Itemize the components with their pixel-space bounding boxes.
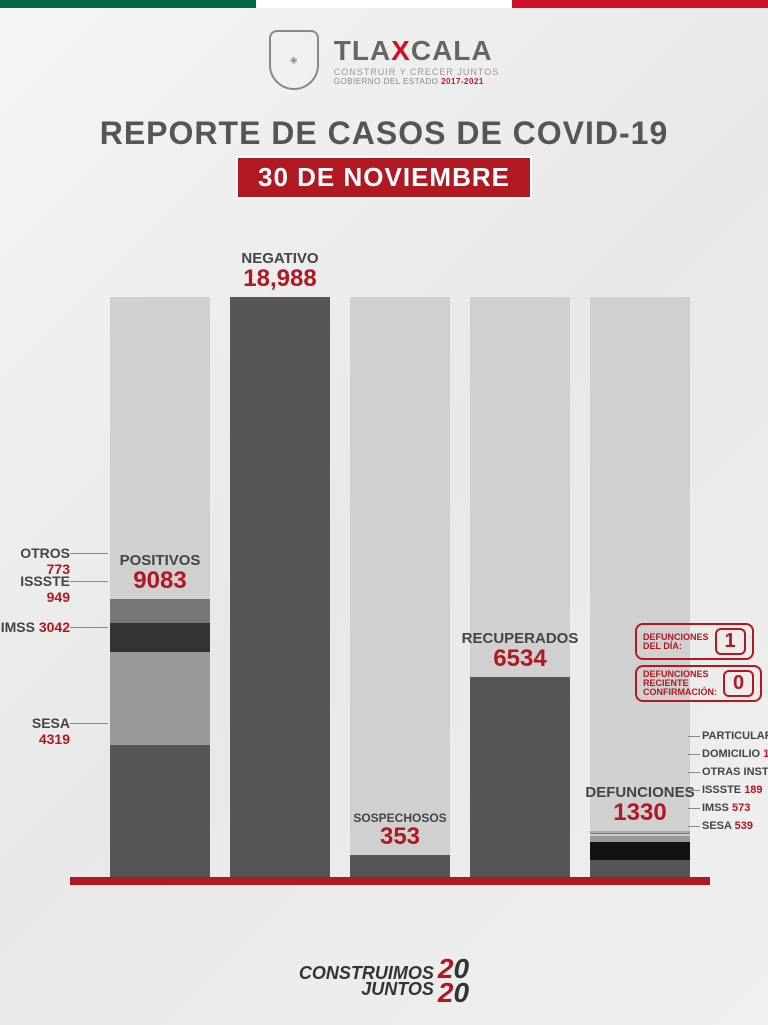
defunciones-breakdown-label: IMSS 573 xyxy=(702,802,750,814)
header: ◈ TLAXCALA CONSTRUIR Y CRECER JUNTOS GOB… xyxy=(0,0,768,209)
bar-fill xyxy=(590,831,690,877)
leader-line xyxy=(688,790,700,791)
defunciones-breakdown-label: OTRAS INSTITUCIONES 11 xyxy=(702,766,768,778)
report-date: 30 DE NOVIEMBRE xyxy=(236,156,532,199)
stat-box-value: 1 xyxy=(715,628,746,655)
defunciones-breakdown-label: ISSSTE 189 xyxy=(702,784,763,796)
positivos-breakdown-label: ISSSTE 949 xyxy=(0,573,70,605)
bar-fill xyxy=(230,297,330,877)
bar-segment xyxy=(590,842,690,860)
footer-line2: JUNTOS xyxy=(299,981,434,997)
defunciones-breakdown-label: SESA 539 xyxy=(702,820,753,832)
defunciones-breakdown-label: PARTICULAR 17 xyxy=(702,730,768,742)
leader-line xyxy=(70,581,108,582)
leader-line xyxy=(688,754,700,755)
brand-name: TLAXCALA xyxy=(334,35,500,67)
leader-line xyxy=(70,553,108,554)
leader-line xyxy=(688,772,700,773)
leader-line xyxy=(688,808,700,809)
bar-segment xyxy=(110,623,210,652)
bar-value: 6534 xyxy=(460,645,580,673)
state-shield-icon: ◈ xyxy=(269,30,319,90)
bar-fill xyxy=(470,677,570,877)
leader-line xyxy=(688,736,700,737)
bar-segment xyxy=(110,652,210,745)
stat-box-value: 0 xyxy=(723,670,754,697)
leader-line xyxy=(70,723,108,724)
chart-area: POSITIVOS9083NEGATIVO18,988SOSPECHOSOS35… xyxy=(80,245,700,885)
positivos-breakdown-label: IMSS 3042 xyxy=(0,619,70,635)
bar-value: 1330 xyxy=(580,799,700,827)
stat-box-label: DEFUNCIONES RECIENTE CONFIRMACIÓN: xyxy=(643,670,717,697)
bar-value: 353 xyxy=(340,823,460,851)
chart-baseline xyxy=(70,877,710,885)
bar-segment xyxy=(110,745,210,877)
brand-subtitle: CONSTRUIR Y CRECER JUNTOS xyxy=(334,67,500,77)
bar-segment xyxy=(590,860,690,877)
bar-segment xyxy=(110,599,210,623)
bar-fill xyxy=(110,599,210,877)
positivos-breakdown-label: SESA 4319 xyxy=(0,715,70,747)
bar-segment xyxy=(470,677,570,877)
bar-value: 18,988 xyxy=(220,265,340,293)
brand-gov: GOBIERNO DEL ESTADO 2017-2021 xyxy=(334,77,500,86)
defunciones-stat-box: DEFUNCIONES DEL DÍA: 1 xyxy=(635,623,754,660)
stat-box-label: DEFUNCIONES DEL DÍA: xyxy=(643,633,709,651)
bar-segment xyxy=(230,297,330,877)
leader-line xyxy=(70,627,108,628)
leader-line xyxy=(688,826,700,827)
report-title: REPORTE DE CASOS DE COVID-19 xyxy=(0,115,768,152)
flag-stripe xyxy=(0,0,768,8)
bar-bg xyxy=(350,297,450,877)
bar-fill xyxy=(350,855,450,877)
defunciones-stat-box: DEFUNCIONES RECIENTE CONFIRMACIÓN:0 xyxy=(635,665,762,702)
defunciones-breakdown-label: DOMICILIO 1 xyxy=(702,748,768,760)
bar-segment xyxy=(350,855,450,877)
footer: CONSTRUIMOS JUNTOS 2020 xyxy=(0,957,768,1005)
bar-value: 9083 xyxy=(100,567,220,595)
